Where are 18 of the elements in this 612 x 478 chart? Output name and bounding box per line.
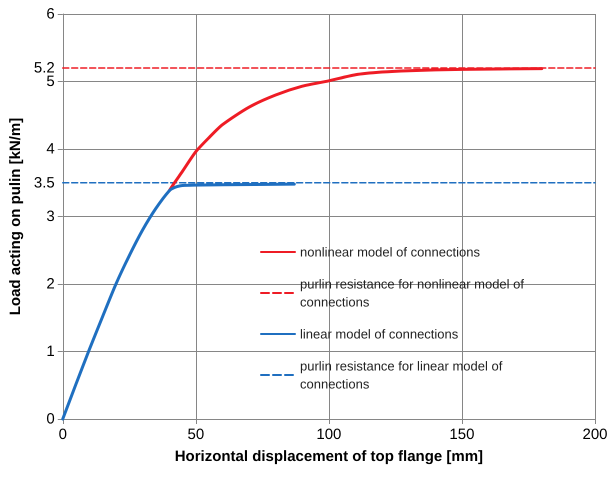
x-tick-label: 150 <box>449 426 474 443</box>
x-tick-label: 0 <box>58 426 67 443</box>
legend-label: purlin resistance for nonlinear model of connections <box>300 276 528 310</box>
x-tick-label: 50 <box>187 426 204 443</box>
legend-label: linear model of connections <box>300 326 459 342</box>
y-tick-label: 0 <box>46 410 55 428</box>
y-tick-label: 3.5 <box>34 174 55 192</box>
x-tick-label: 100 <box>316 426 342 443</box>
y-tick-label: 6 <box>46 6 55 22</box>
y-axis-title: Load acting on pulin [kN/m] <box>7 118 24 316</box>
legend-label: nonlinear model of connections <box>300 244 480 260</box>
x-axis-title: Horizontal displacement of top flange [mm] <box>174 448 484 465</box>
y-tick-label: 2 <box>46 276 55 292</box>
y-tick-label: 4 <box>46 140 55 158</box>
x-tick-label: 200 <box>582 426 608 443</box>
y-tick-label: 3 <box>46 208 55 225</box>
y-tick-label: 1 <box>46 343 55 360</box>
legend-label: purlin resistance for linear model of connections <box>300 358 506 392</box>
